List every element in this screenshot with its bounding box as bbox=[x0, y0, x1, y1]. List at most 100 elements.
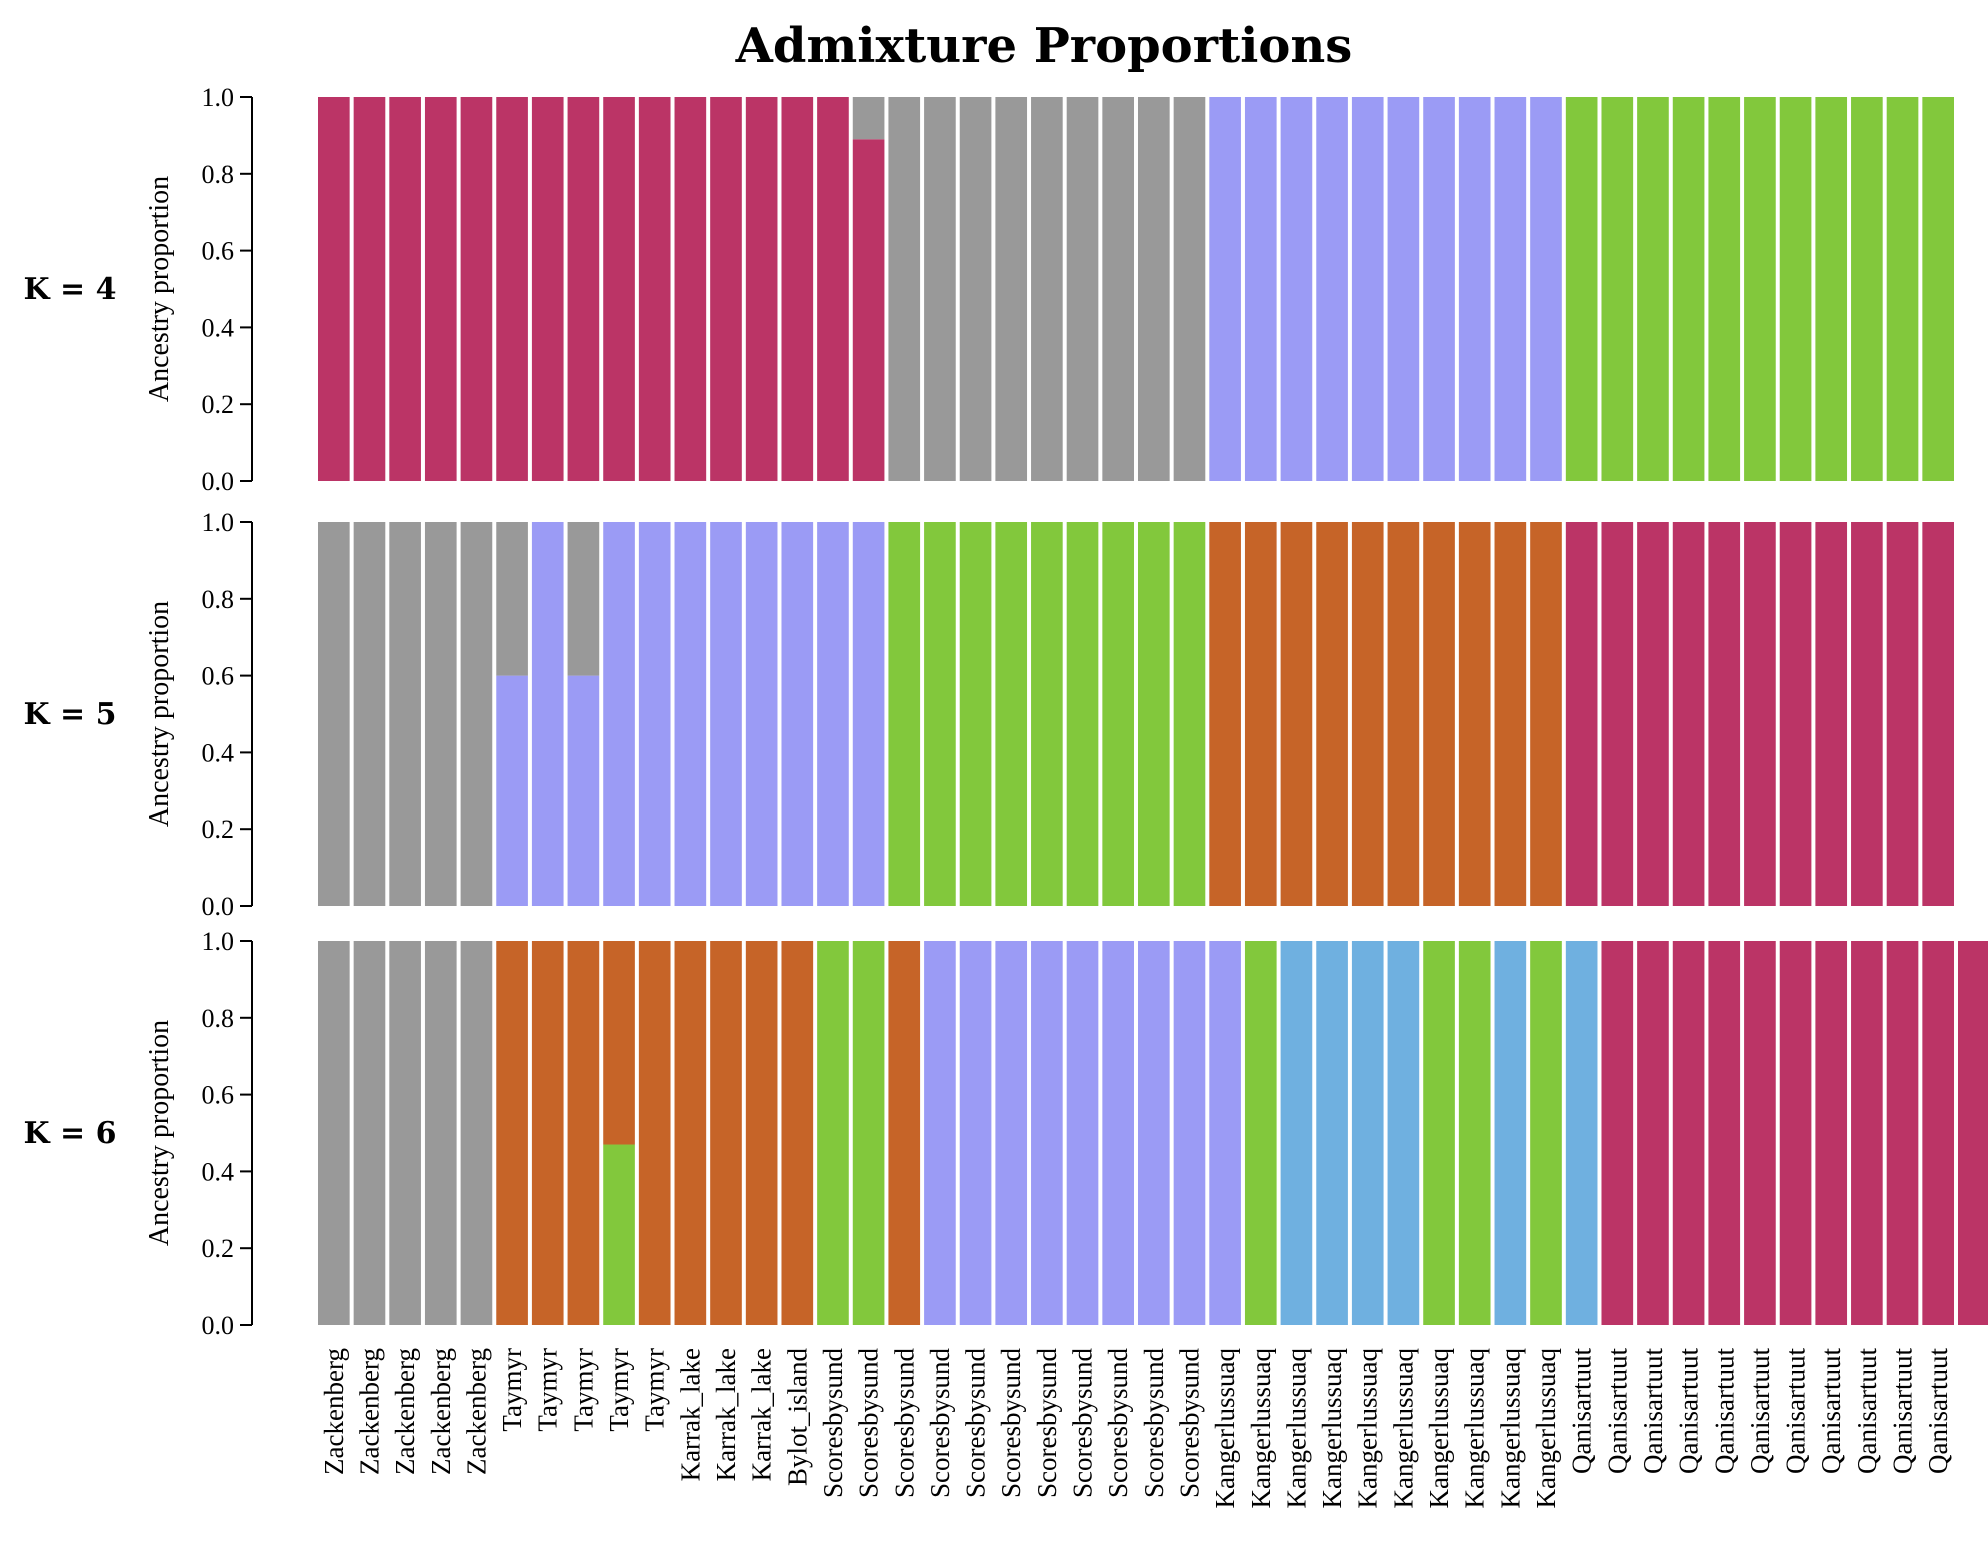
bar-segment bbox=[959, 522, 992, 906]
bar-segment bbox=[924, 97, 956, 481]
bar-segment bbox=[1744, 941, 1776, 1325]
bar-segment bbox=[1423, 522, 1455, 906]
bar-segment bbox=[1779, 97, 1812, 481]
sample-label: Kangerlussuaq bbox=[1388, 1348, 1418, 1509]
y-tick-label: 0.2 bbox=[202, 1234, 235, 1263]
sample-labels: Zackenberg Zackenberg Zackenberg Zackenberg… bbox=[319, 1348, 1953, 1509]
panel-label: K = 4 bbox=[24, 272, 117, 307]
bar-segment bbox=[638, 522, 671, 906]
sample-label: Qanisartuut bbox=[1709, 1348, 1739, 1474]
y-tick-label: 0.8 bbox=[202, 1004, 235, 1033]
y-tick-label: 0.0 bbox=[202, 467, 235, 496]
bar-segment bbox=[817, 97, 849, 481]
bar-segment bbox=[1530, 522, 1562, 906]
y-tick-label: 0.0 bbox=[202, 892, 235, 921]
y-tick-label: 0.4 bbox=[202, 313, 235, 342]
bar-segment bbox=[852, 97, 885, 140]
bar-segment bbox=[1637, 97, 1669, 481]
bar-segment bbox=[1886, 522, 1919, 906]
bar-segment bbox=[1102, 97, 1134, 481]
bar-segment bbox=[781, 522, 814, 906]
sample-label: Zackenberg bbox=[319, 1348, 349, 1475]
bar-segment bbox=[888, 97, 921, 481]
sample-label: Kangerlussuaq bbox=[1495, 1348, 1525, 1509]
sample-label: Taymyr bbox=[604, 1348, 634, 1432]
bar-segment bbox=[1138, 941, 1170, 1325]
bar-segment bbox=[460, 941, 493, 1325]
bar-segment bbox=[1601, 522, 1634, 906]
bar-segment bbox=[852, 522, 885, 906]
bar-segment bbox=[852, 139, 885, 482]
bar-segment bbox=[1031, 941, 1063, 1325]
sample-label: Kangerlussuaq bbox=[1531, 1348, 1561, 1509]
bar-segment bbox=[710, 97, 742, 481]
bar-segment bbox=[745, 941, 778, 1325]
sample-label: Karrak_lake bbox=[675, 1348, 705, 1481]
bar-segment bbox=[1708, 97, 1741, 481]
bar-segment bbox=[389, 97, 421, 481]
panel-k5: 0.0 0.2 0.4 0.6 0.8 1.0 Ancestry proportion K =… bbox=[24, 508, 1954, 921]
bar-segment bbox=[1779, 941, 1812, 1325]
sample-label: Scoresbysund bbox=[1103, 1348, 1133, 1498]
bar-segment bbox=[1423, 97, 1455, 481]
sample-label: Bylot_island bbox=[782, 1348, 812, 1487]
y-tick-label: 0.4 bbox=[202, 1157, 235, 1186]
bar-segment bbox=[924, 522, 956, 906]
sample-label: Kangerlussuaq bbox=[1246, 1348, 1276, 1509]
y-tick-label: 0.8 bbox=[202, 160, 235, 189]
bar-segment bbox=[1851, 97, 1883, 481]
bar-segment bbox=[567, 97, 600, 481]
bar-segment bbox=[1102, 941, 1134, 1325]
bar-segment bbox=[424, 97, 457, 481]
sample-label: Qanisartuut bbox=[1888, 1348, 1918, 1474]
bar-segment bbox=[567, 522, 600, 676]
y-tick-label: 0.8 bbox=[202, 585, 235, 614]
bar-segment bbox=[460, 522, 493, 906]
bar-segment bbox=[1815, 941, 1848, 1325]
bar-segment bbox=[1530, 941, 1562, 1325]
sample-label: Scoresbysund bbox=[1068, 1348, 1098, 1498]
bar-segment bbox=[353, 522, 386, 906]
sample-label: Zackenberg bbox=[390, 1348, 420, 1475]
bar-segment bbox=[1351, 522, 1384, 906]
bar-segment bbox=[781, 97, 814, 481]
bar-segment bbox=[1423, 941, 1455, 1325]
y-tick-label: 0.0 bbox=[202, 1311, 235, 1340]
bar-segment bbox=[460, 97, 493, 481]
sample-label: Taymyr bbox=[497, 1348, 527, 1432]
bar-segment bbox=[1922, 522, 1954, 906]
bar-segment bbox=[496, 675, 528, 906]
bar-segment bbox=[1244, 941, 1277, 1325]
sample-label: Kangerlussuaq bbox=[1424, 1348, 1454, 1509]
bar-segment bbox=[745, 522, 778, 906]
bar-segment bbox=[603, 941, 635, 1145]
sample-label: Scoresbysund bbox=[961, 1348, 991, 1498]
bar-segment bbox=[1565, 97, 1598, 481]
bar-segment bbox=[1138, 97, 1170, 481]
bar-segment bbox=[1209, 941, 1241, 1325]
bar-segment bbox=[817, 522, 849, 906]
bar-segment bbox=[1565, 522, 1598, 906]
sample-label: Qanisartuut bbox=[1567, 1348, 1597, 1474]
y-axis-label: Ancestry proportion bbox=[144, 176, 175, 402]
sample-label: Qanisartuut bbox=[1745, 1348, 1775, 1474]
bar-segment bbox=[638, 941, 671, 1325]
bar-segment bbox=[888, 941, 921, 1325]
bar-segment bbox=[1815, 522, 1848, 906]
sample-label: Scoresbysund bbox=[889, 1348, 919, 1498]
panels-layer: 0.0 0.2 0.4 0.6 0.8 1.0 Ancestry proportion K =… bbox=[24, 83, 1988, 1340]
y-tick-label: 1.0 bbox=[202, 927, 235, 956]
bar-segment bbox=[531, 941, 564, 1325]
sample-label: Karrak_lake bbox=[711, 1348, 741, 1481]
panel-k4: 0.0 0.2 0.4 0.6 0.8 1.0 Ancestry proportion K =… bbox=[24, 83, 1954, 496]
bar-segment bbox=[1672, 941, 1705, 1325]
sample-label: Kangerlussuaq bbox=[1317, 1348, 1347, 1509]
bar-segment bbox=[781, 941, 814, 1325]
bar-segment bbox=[1530, 97, 1562, 481]
bar-segment bbox=[1494, 97, 1527, 481]
bar-segment bbox=[1244, 522, 1277, 906]
sample-label: Kangerlussuaq bbox=[1353, 1348, 1383, 1509]
sample-label: Qanisartuut bbox=[1923, 1348, 1953, 1474]
bar-segment bbox=[389, 941, 421, 1325]
bar-segment bbox=[1387, 941, 1420, 1325]
